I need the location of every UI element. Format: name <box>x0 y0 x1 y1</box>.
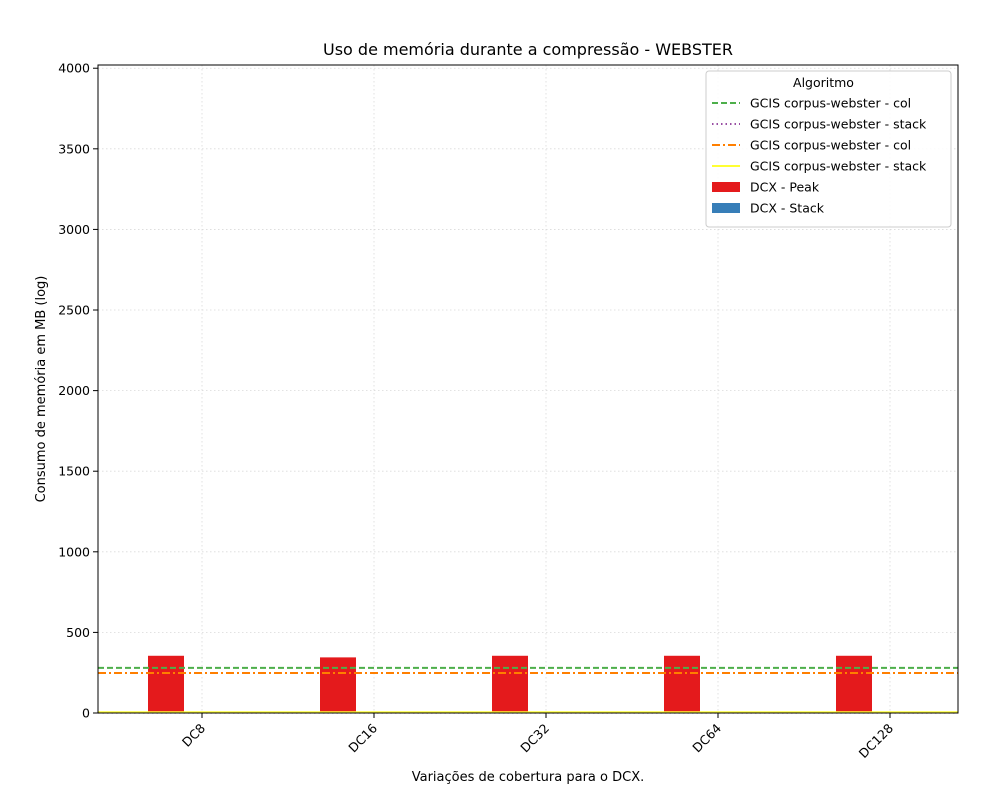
y-tick-label: 1000 <box>58 544 90 559</box>
legend-label: DCX - Stack <box>750 201 825 216</box>
bar <box>492 655 528 713</box>
bar <box>836 655 872 713</box>
bar <box>320 657 356 713</box>
y-tick-label: 500 <box>66 625 90 640</box>
bar <box>664 655 700 713</box>
y-tick-label: 4000 <box>58 61 90 76</box>
legend-box <box>705 70 952 228</box>
legend-title: Algoritmo <box>793 75 854 90</box>
y-tick-label: 0 <box>82 706 90 721</box>
legend-label: DCX - Peak <box>750 180 820 195</box>
legend-label: GCIS corpus-webster - col <box>750 138 911 153</box>
bars <box>148 655 872 713</box>
legend-swatch <box>712 203 740 213</box>
y-axis-label: Consumo de memória em MB (log) <box>34 276 49 503</box>
legend-label: GCIS corpus-webster - stack <box>750 117 927 132</box>
y-tick-label: 2500 <box>58 303 90 318</box>
bar <box>148 655 184 713</box>
chart-title: Uso de memória durante a compressão - WE… <box>323 40 733 59</box>
legend: Algoritmo GCIS corpus-webster - col GCIS c… <box>705 70 952 228</box>
legend-swatch <box>712 182 740 192</box>
y-tick-label: 2000 <box>58 383 90 398</box>
plot-frame <box>97 64 959 714</box>
legend-label: GCIS corpus-webster - stack <box>750 159 927 174</box>
legend-label: GCIS corpus-webster - col <box>750 96 911 111</box>
y-tick-label: 3000 <box>58 222 90 237</box>
y-tick-label: 1500 <box>58 464 90 479</box>
x-axis-label: Variações de cobertura para o DCX. <box>412 770 645 785</box>
y-tick-label: 3500 <box>58 141 90 156</box>
